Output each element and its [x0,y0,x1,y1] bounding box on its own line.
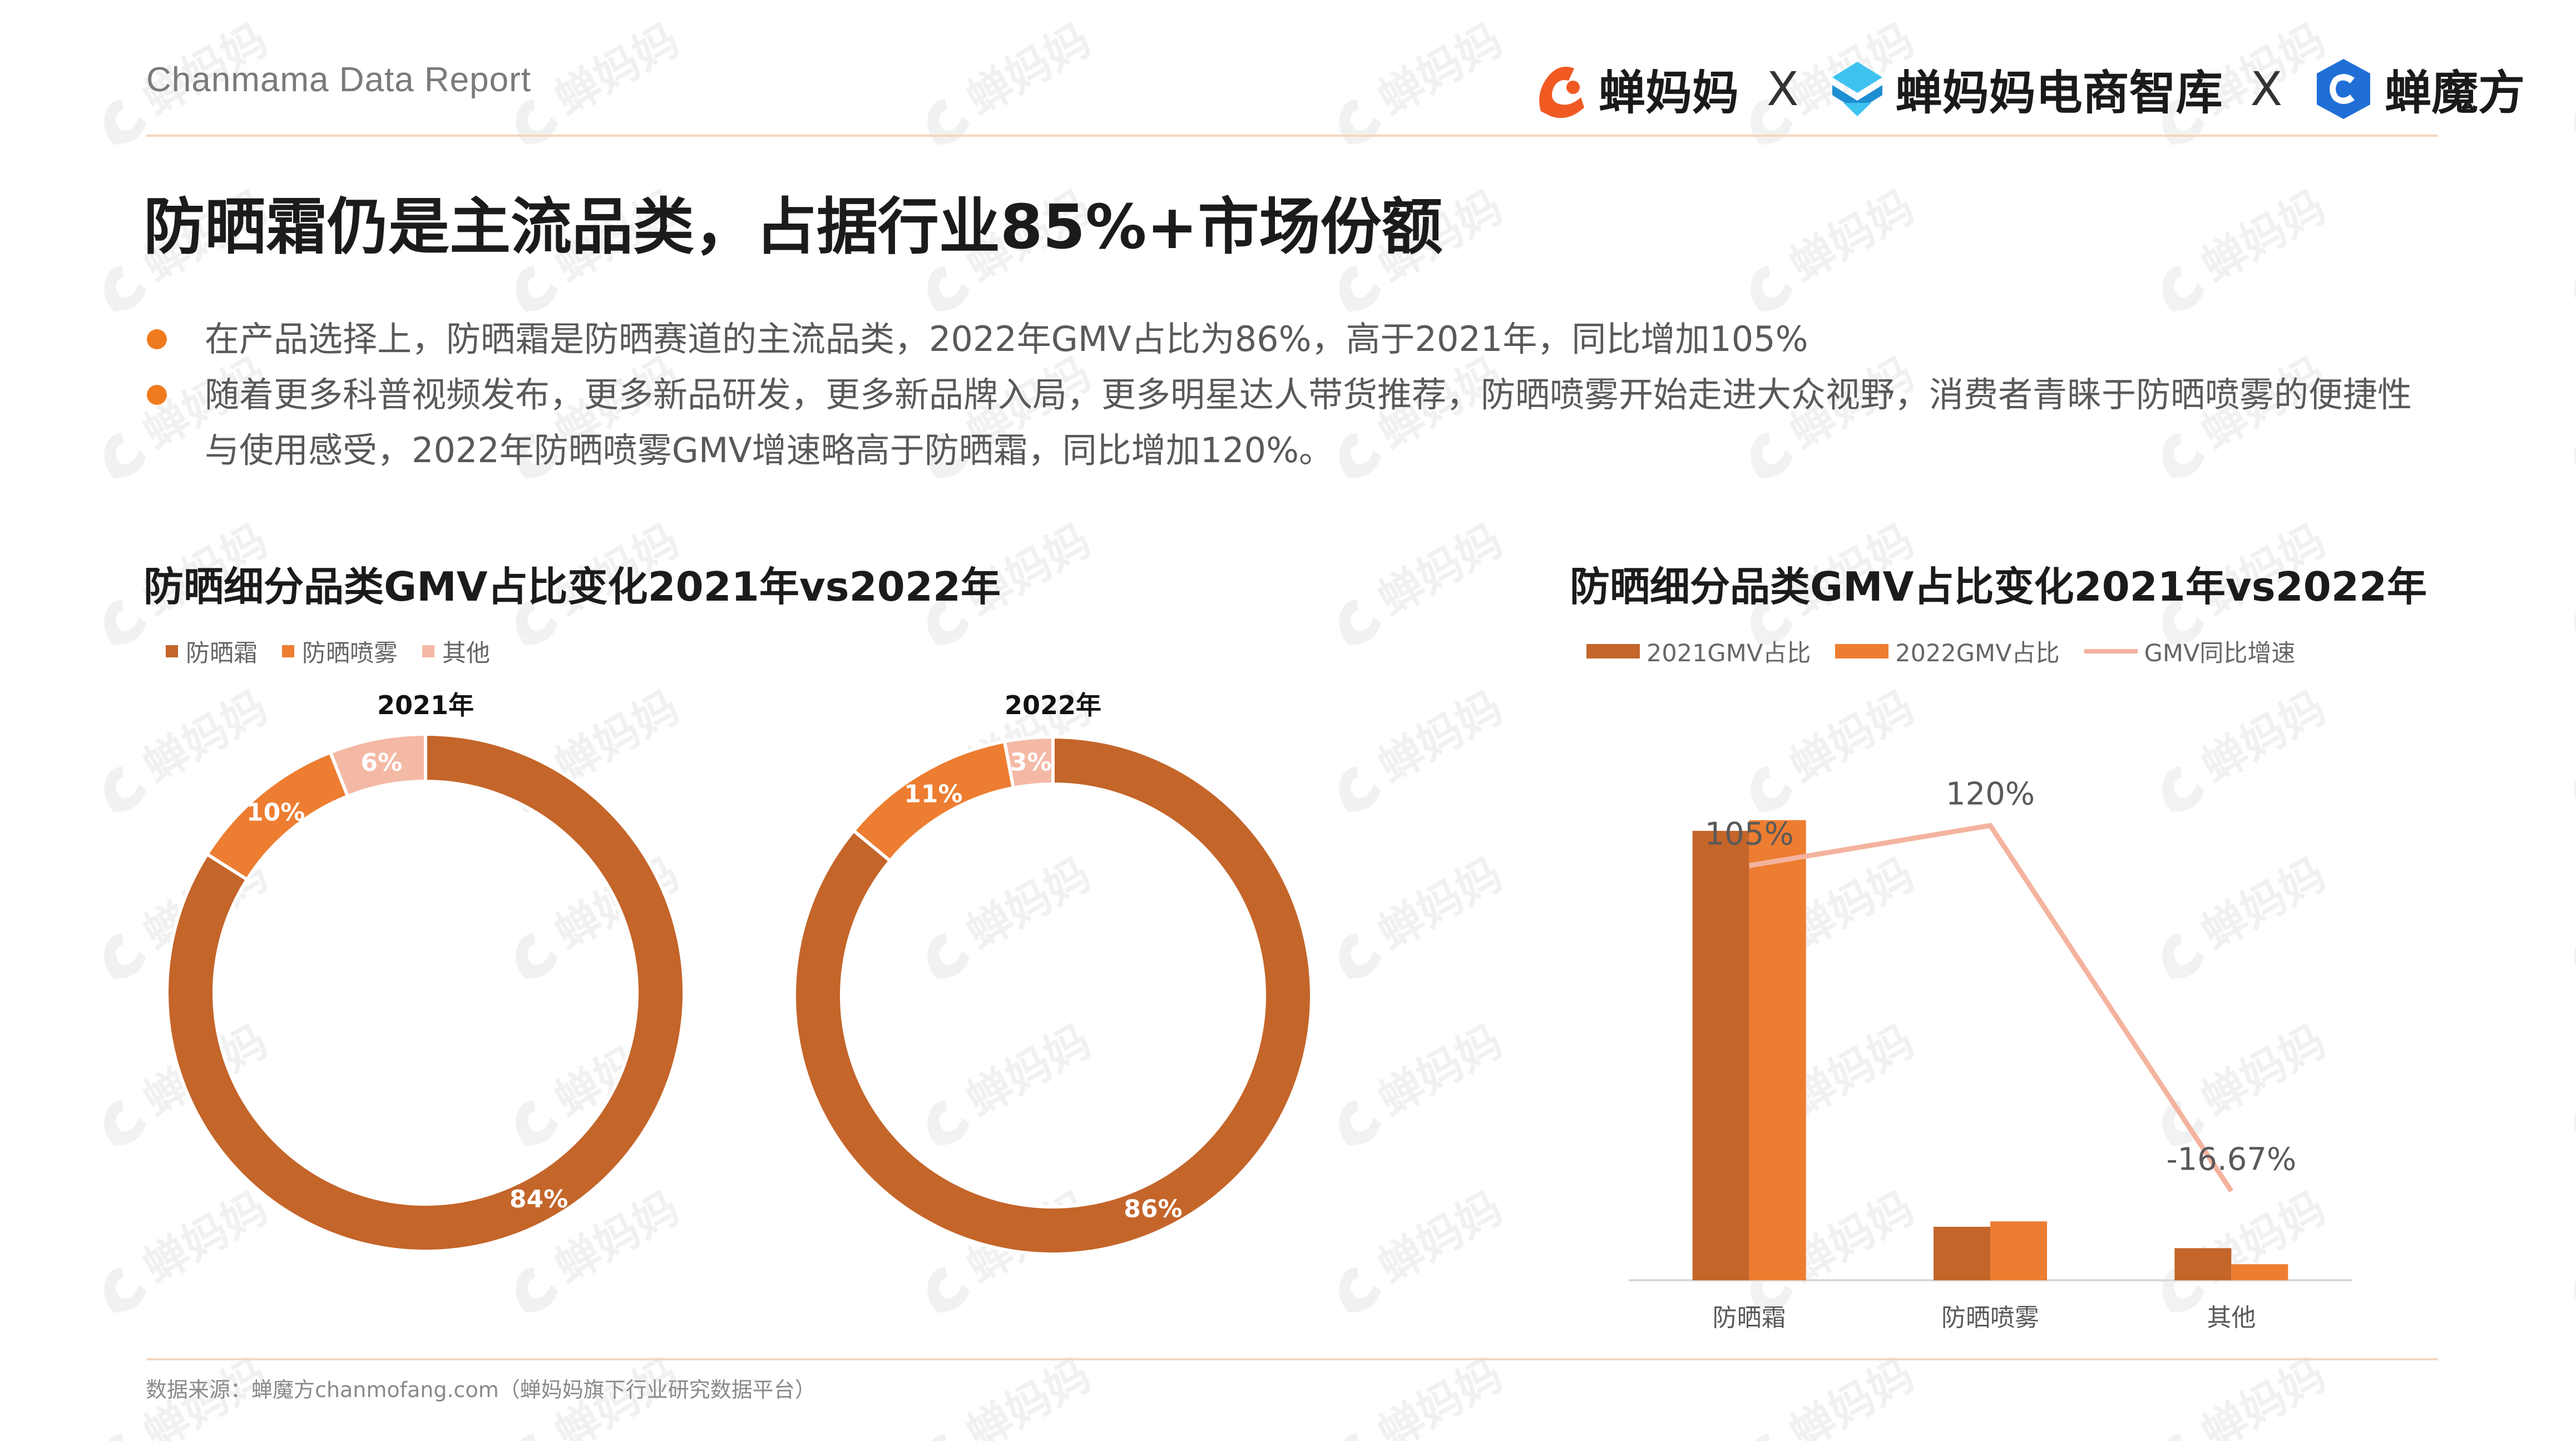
legend-item-spray: 防晒喷雾 [282,634,398,668]
legend-label: 2022GMV占比 [1895,640,2060,667]
donut-1-value-label-0: 86% [1124,1195,1182,1223]
legend-item-2021: 2021GMV占比 [1586,634,1811,668]
legend-swatch [422,645,434,657]
donut-1-slice-0 [793,735,1313,1256]
chanmofang-logo-text: 蝉魔方 [2385,65,2525,120]
legend-swatch [2084,649,2138,653]
bar-legend: 2021GMV占比 2022GMV占比 GMV同比增速 [1586,634,2320,668]
bar-2022-2 [2231,1264,2288,1280]
x-tick-label-2: 其他 [2207,1304,2256,1332]
chanmama-logo: 蝉妈妈 [1530,56,1739,123]
zhiku-logo-icon [1832,62,1882,116]
watermark-mark: 蝉妈妈 [927,1349,1099,1441]
watermark-mark: 蝉妈妈 [2162,1349,2334,1441]
legend-label: 其他 [442,640,490,667]
donut-legend: 防晒霜 防晒喷雾 其他 [166,634,515,668]
chanmofang-logo-icon [2317,59,2371,119]
growth-line [1748,823,2234,1193]
donut-1-slice-2 [1002,735,1055,790]
bar-chart-title: 防晒细分品类GMV占比变化2021年vs2022年 [1570,563,2427,610]
donut-1-value-label-1: 11% [904,780,962,808]
donut-0-value-label-2: 6% [360,749,402,777]
legend-swatch [282,645,294,657]
donut-2021-label: 2021年 [377,690,474,720]
growth-label-2: -16.67% [2166,1142,2296,1178]
donut-0-value-label-0: 84% [510,1185,568,1214]
svg-text:蝉妈妈: 蝉妈妈 [2193,1349,2334,1441]
watermark-mark: 蝉妈妈 [1339,1349,1511,1441]
legend-item-sunscreen: 防晒霜 [166,634,258,668]
bar-2021-2 [2174,1248,2232,1280]
bar-2022-0 [1749,820,1806,1280]
growth-label-0: 105% [1705,816,1794,852]
logo-separator: X [1767,62,1799,116]
bullet-text: 在产品选择上，防晒霜是防晒赛道的主流品类，2022年GMV占比为86%，高于20… [205,319,1808,359]
header-divider [146,135,2438,137]
x-tick-label-0: 防晒霜 [1713,1304,1786,1332]
chanmama-logo-icon [1539,66,1584,118]
donut-0-value-label-1: 10% [246,798,305,826]
footer-divider [146,1358,2438,1360]
chanmama-logo-text: 蝉妈妈 [1599,65,1739,120]
zhiku-logo-text: 蝉妈妈电商智库 [1895,65,2223,120]
legend-item-2022: 2022GMV占比 [1835,634,2060,668]
chanmofang-logo: 蝉魔方 [2310,56,2525,123]
bar-2021-1 [1934,1226,1990,1280]
legend-swatch [166,645,178,657]
page-title: 防晒霜仍是主流品类，占据行业85%+市场份额 [144,191,1443,263]
legend-swatch [1586,644,1640,658]
legend-swatch [1835,644,1889,658]
report-name: Chanmama Data Report [146,61,531,99]
donut-1-value-label-2: 3% [1010,748,1052,776]
bar-2021-0 [1692,830,1749,1280]
bullet-list: 在产品选择上，防晒霜是防晒赛道的主流品类，2022年GMV占比为86%，高于20… [145,311,2414,478]
donut-chart-title: 防晒细分品类GMV占比变化2021年vs2022年 [144,563,1001,610]
bullet-dot [147,329,167,349]
svg-text:蝉妈妈: 蝉妈妈 [1781,1349,1922,1441]
growth-label-1: 120% [1946,776,2035,812]
zhiku-logo: 蝉妈妈电商智库 [1827,56,2223,123]
legend-label: 2021GMV占比 [1647,640,1811,667]
donut-2022-label: 2022年 [1004,690,1102,720]
bullet-dot [147,385,167,405]
legend-label: GMV同比增速 [2144,640,2296,667]
svg-text:蝉妈妈: 蝉妈妈 [1369,1349,1511,1441]
donut-0-slice-0 [165,732,686,1253]
watermark-mark: 蝉妈妈 [1751,1349,1922,1441]
legend-item-growth: GMV同比增速 [2084,634,2296,668]
bullet-text: 随着更多科普视频发布，更多新品研发，更多新品牌入局，更多明星达人带货推荐，防晒喷… [205,374,2412,471]
x-tick-label-1: 防晒喷雾 [1941,1304,2039,1332]
bullet-item: 随着更多科普视频发布，更多新品研发，更多新品牌入局，更多明星达人带货推荐，防晒喷… [145,367,2414,478]
watermark-mark: 蝉妈妈 [2574,1434,2576,1441]
legend-label: 防晒喷雾 [302,640,398,667]
legend-label: 防晒霜 [186,640,258,667]
bar-2022-1 [1990,1221,2047,1280]
partner-logos: 蝉妈妈 X 蝉妈妈电商智库 X 蝉魔方 [1530,50,2525,128]
data-source: 数据来源：蝉魔方chanmofang.com（蝉妈妈旗下行业研究数据平台） [146,1378,816,1402]
donut-0-slice-2 [328,732,427,799]
bar-line-chart: 防晒霜 防晒喷雾 其他 105% 120% -16.67% [1629,776,2352,1332]
svg-text:蝉妈妈: 蝉妈妈 [958,1349,1099,1441]
logo-separator-2: X [2250,62,2283,116]
bullet-item: 在产品选择上，防晒霜是防晒赛道的主流品类，2022年GMV占比为86%，高于20… [145,311,2414,367]
donut-charts: 84% 10% 6% 86% 11% 3% [165,732,1313,1256]
legend-item-other: 其他 [422,634,490,668]
